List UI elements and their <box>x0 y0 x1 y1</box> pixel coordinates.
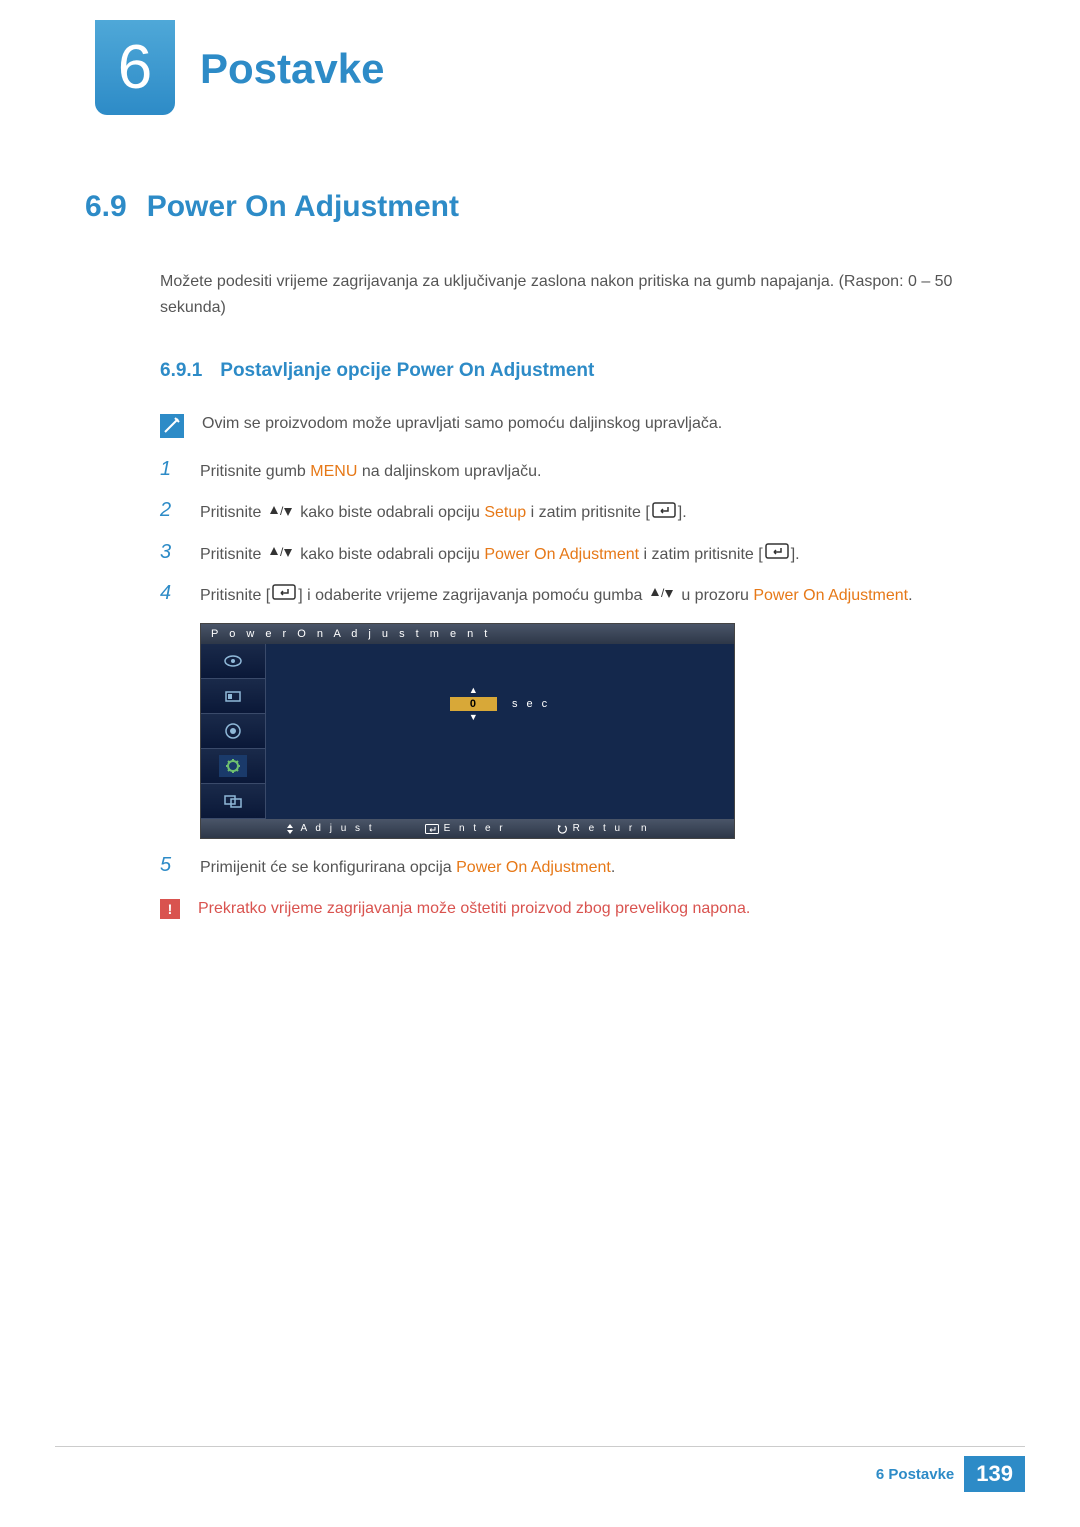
up-down-arrow-icon: / <box>268 500 294 527</box>
step-text-fragment: Pritisnite <box>200 546 266 563</box>
footer-rule <box>55 1446 1025 1447</box>
warning-row: ! Prekratko vrijeme zagrijavanja može oš… <box>160 897 1010 921</box>
chapter-tab: 6 <box>95 20 175 115</box>
steps-list: 1 Pritisnite gumb MENU na daljinskom upra… <box>85 458 1010 881</box>
chapter-number: 6 <box>118 32 152 103</box>
svg-text:/: / <box>280 504 284 518</box>
step-number: 2 <box>160 499 175 522</box>
osd-down-arrow-icon: ▼ <box>469 713 478 722</box>
svg-text:/: / <box>661 586 665 600</box>
step-text-fragment: ]. <box>678 504 687 521</box>
subsection-header: 6.9.1 Postavljanje opcije Power On Adjus… <box>160 360 1010 382</box>
warning-text: Prekratko vrijeme zagrijavanja može ošte… <box>198 897 750 921</box>
osd-sidebar <box>201 644 266 819</box>
note-icon <box>160 414 184 438</box>
step-text-fragment: ]. <box>791 546 800 563</box>
step-number: 5 <box>160 854 175 877</box>
step-text: Primijenit će se konfigurirana opcija Po… <box>200 854 615 881</box>
step-text-fragment: Setup <box>484 504 526 521</box>
footer-chapter-label: 6 Postavke <box>876 1466 954 1483</box>
step-text-fragment: . <box>908 587 912 604</box>
osd-tab-multi <box>201 784 265 819</box>
step-text-fragment: i zatim pritisnite [ <box>526 504 650 521</box>
subsection-title: Postavljanje opcije Power On Adjustment <box>220 360 594 382</box>
osd-footer-return: R e t u r n <box>556 823 650 834</box>
osd-tab-input <box>201 679 265 714</box>
step-text-fragment: Power On Adjustment <box>456 859 611 876</box>
page-footer: 6 Postavke 139 <box>876 1456 1025 1492</box>
step-text-fragment: na daljinskom upravljaču. <box>357 463 541 480</box>
step-number: 1 <box>160 458 175 481</box>
osd-up-arrow-icon: ▲ <box>469 686 478 695</box>
warning-icon: ! <box>160 899 180 919</box>
step-text-fragment: u prozoru <box>677 587 753 604</box>
note-row: Ovim se proizvodom može upravljati samo … <box>160 412 1010 438</box>
step-text-fragment: i zatim pritisnite [ <box>639 546 763 563</box>
enter-button-icon <box>765 541 789 568</box>
step-number: 3 <box>160 541 175 564</box>
step-text: Pritisnite [ ] i odaberite vrijeme zagrij… <box>200 582 913 609</box>
osd-footer: A d j u s tE n t e rR e t u r n <box>201 819 734 838</box>
step-text: Pritisnite gumb MENU na daljinskom uprav… <box>200 458 541 485</box>
svg-text:/: / <box>280 545 284 559</box>
osd-tab-sound <box>201 714 265 749</box>
step-text-fragment: kako biste odabrali opciju <box>296 546 485 563</box>
step-row: 1 Pritisnite gumb MENU na daljinskom upra… <box>160 458 1010 485</box>
step-row: 4 Pritisnite [ ] i odaberite vrijeme zagri… <box>160 582 1010 609</box>
enter-button-icon <box>652 500 676 527</box>
step-text-fragment: Pritisnite gumb <box>200 463 310 480</box>
step-row: 5 Primijenit će se konfigurirana opcija P… <box>160 854 1010 881</box>
step-number: 4 <box>160 582 175 605</box>
step-text-fragment: kako biste odabrali opciju <box>296 504 485 521</box>
step-row: 2 Pritisnite / kako biste odabrali opciju… <box>160 499 1010 526</box>
up-down-arrow-icon: / <box>268 541 294 568</box>
step-text-fragment: MENU <box>310 463 357 480</box>
osd-tab-picture <box>201 644 265 679</box>
osd-titlebar: P o w e r O n A d j u s t m e n t <box>201 624 734 644</box>
osd-value-spinner: ▲ 0 ▼ <box>450 686 497 722</box>
osd-footer-adjust: A d j u s t <box>285 823 374 834</box>
osd-footer-enter: E n t e r <box>425 823 506 834</box>
subsection-number: 6.9.1 <box>160 360 202 382</box>
osd-figure: P o w e r O n A d j u s t m e n t ▲ 0 ▼ s e … <box>200 623 1010 839</box>
step-text-fragment: Pritisnite [ <box>200 587 270 604</box>
osd-window: P o w e r O n A d j u s t m e n t ▲ 0 ▼ s e … <box>200 623 735 839</box>
step-text-fragment: Power On Adjustment <box>753 587 908 604</box>
step-text: Pritisnite / kako biste odabrali opciju … <box>200 541 800 568</box>
step-text: Pritisnite / kako biste odabrali opciju … <box>200 499 687 526</box>
up-down-arrow-icon: / <box>649 582 675 609</box>
chapter-title: Postavke <box>200 45 384 93</box>
section-intro: Možete podesiti vrijeme zagrijavanja za … <box>160 269 1010 320</box>
step-text-fragment: Primijenit će se konfigurirana opcija <box>200 859 456 876</box>
step-row: 3 Pritisnite / kako biste odabrali opciju… <box>160 541 1010 568</box>
section-body: 6.9 Power On Adjustment Možete podesiti … <box>85 190 1010 921</box>
osd-unit: s e c <box>512 698 550 710</box>
footer-page-number: 139 <box>964 1456 1025 1492</box>
section-number: 6.9 <box>85 190 127 224</box>
document-page: 6 Postavke 6.9 Power On Adjustment Možet… <box>0 0 1080 1527</box>
osd-value: 0 <box>450 697 497 711</box>
step-text-fragment: . <box>611 859 615 876</box>
osd-main: ▲ 0 ▼ s e c <box>266 644 734 819</box>
step-text-fragment: Pritisnite <box>200 504 266 521</box>
note-text: Ovim se proizvodom može upravljati samo … <box>202 412 722 436</box>
osd-tab-setup <box>201 749 265 784</box>
section-header: 6.9 Power On Adjustment <box>85 190 1010 224</box>
osd-body: ▲ 0 ▼ s e c <box>201 644 734 819</box>
enter-button-icon <box>272 582 296 609</box>
step-text-fragment: ] i odaberite vrijeme zagrijavanja pomoć… <box>298 587 647 604</box>
step-text-fragment: Power On Adjustment <box>484 546 639 563</box>
osd-value-row: ▲ 0 ▼ s e c <box>266 686 734 722</box>
section-title: Power On Adjustment <box>147 190 459 224</box>
